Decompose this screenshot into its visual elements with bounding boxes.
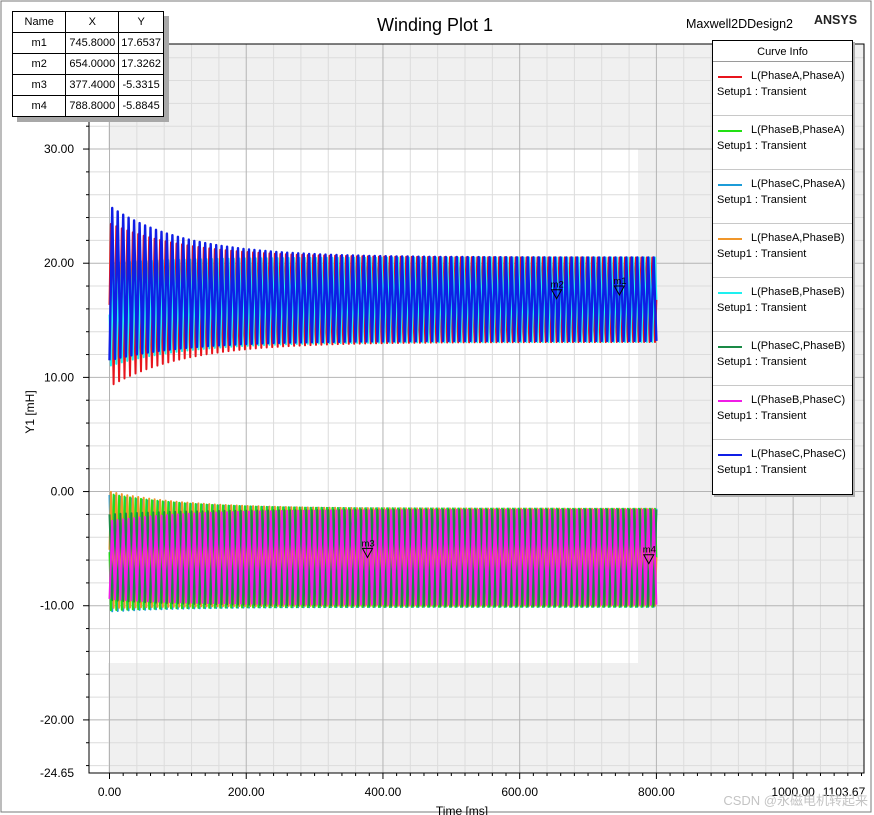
x-tick-label: 200.00 xyxy=(228,785,265,799)
y-tick-label: -10.00 xyxy=(40,599,74,613)
marker-row: m3 377.4000 -5.3315 xyxy=(11,74,164,96)
legend-setup-label: Setup1 : Transient xyxy=(717,302,807,314)
y-tick-label: 0.00 xyxy=(51,485,75,499)
series-line xyxy=(108,508,658,606)
legend-swatch xyxy=(718,346,742,348)
marker-label: m1 xyxy=(613,276,626,287)
marker-y-cell: -5.8845 xyxy=(118,95,164,117)
marker-m1[interactable]: m1 xyxy=(613,276,627,297)
marker-x-cell: 377.4000 xyxy=(65,74,120,96)
marker-m3[interactable]: m3 xyxy=(361,538,375,559)
y-tick-label: 30.00 xyxy=(44,142,74,156)
legend-series-name: L(PhaseA,PhaseB) xyxy=(751,232,845,244)
legend-series-name: L(PhaseB,PhaseB) xyxy=(751,286,845,298)
y-tick-label: 10.00 xyxy=(44,370,74,384)
marker-header-y: Y xyxy=(118,11,164,33)
legend-entry[interactable]: L(PhaseB,PhaseA) Setup1 : Transient xyxy=(713,116,852,170)
watermark: CSDN @永磁电机转起来 xyxy=(723,793,868,808)
marker-y-cell: -5.3315 xyxy=(118,74,164,96)
marker-label: m4 xyxy=(643,545,656,556)
legend-entry[interactable]: L(PhaseC,PhaseC) Setup1 : Transient xyxy=(713,440,852,493)
x-tick-label: 400.00 xyxy=(365,785,402,799)
legend-entry[interactable]: L(PhaseA,PhaseB) Setup1 : Transient xyxy=(713,224,852,278)
legend-swatch xyxy=(718,130,742,132)
legend-setup-label: Setup1 : Transient xyxy=(717,140,807,152)
marker-name-cell: m3 xyxy=(11,74,67,96)
marker-x-cell: 788.8000 xyxy=(65,95,120,117)
marker-layer: m1 m2 m3 m4 xyxy=(361,276,656,565)
y-axis-label: Y1 [mH] xyxy=(23,390,37,433)
y-tick-label: -20.00 xyxy=(40,713,74,727)
legend-series-name: L(PhaseA,PhaseA) xyxy=(751,70,845,82)
legend-swatch xyxy=(718,292,742,294)
tick-labels: 0.00 200.00 400.00 600.00 800.00 1000.00 1103.… xyxy=(40,142,866,799)
marker-m2[interactable]: m2 xyxy=(550,280,564,300)
marker-name-cell: m2 xyxy=(11,53,67,75)
legend-swatch xyxy=(718,454,742,456)
legend-entry[interactable]: L(PhaseB,PhaseC) Setup1 : Transient xyxy=(713,386,852,440)
legend-setup-label: Setup1 : Transient xyxy=(717,356,807,368)
series-layer xyxy=(108,206,658,613)
marker-row: m2 654.0000 17.3262 xyxy=(11,53,164,75)
marker-x-cell: 654.0000 xyxy=(65,53,120,75)
design-name: Maxwell2DDesign2 xyxy=(686,17,793,31)
legend-series-name: L(PhaseC,PhaseA) xyxy=(751,178,846,190)
marker-header-x: X xyxy=(65,11,120,33)
marker-row: m1 745.8000 17.6537 xyxy=(11,32,164,54)
marker-name-cell: m1 xyxy=(11,32,67,54)
legend-swatch xyxy=(718,76,742,78)
marker-label: m3 xyxy=(362,538,375,549)
y-tick-label: 20.00 xyxy=(44,256,74,270)
marker-row: m4 788.8000 -5.8845 xyxy=(11,95,164,117)
legend-swatch xyxy=(718,184,742,186)
series-line xyxy=(108,206,658,361)
marker-y-cell: 17.6537 xyxy=(118,32,164,54)
x-tick-label: 600.00 xyxy=(501,785,538,799)
marker-triangle-icon xyxy=(550,289,563,300)
marker-label: m2 xyxy=(551,280,564,291)
legend-setup-label: Setup1 : Transient xyxy=(717,194,807,206)
legend-series-name: L(PhaseB,PhaseC) xyxy=(751,394,846,406)
marker-y-cell: 17.3262 xyxy=(118,53,164,75)
legend-swatch xyxy=(718,238,742,240)
y-tick-label: -24.65 xyxy=(40,766,74,780)
marker-x-cell: 745.8000 xyxy=(65,32,120,54)
legend-swatch xyxy=(718,400,742,402)
marker-table: Name X Y m1 745.8000 17.6537 m2 654.0000… xyxy=(11,11,164,117)
marker-name-cell: m4 xyxy=(11,95,67,117)
marker-triangle-icon xyxy=(613,285,626,297)
marker-triangle-icon xyxy=(361,547,374,559)
legend-setup-label: Setup1 : Transient xyxy=(717,464,807,476)
legend-entry[interactable]: L(PhaseA,PhaseA) Setup1 : Transient xyxy=(713,62,852,116)
x-tick-label: 1103.67 xyxy=(823,785,866,799)
legend-series-name: L(PhaseC,PhaseC) xyxy=(751,448,846,460)
marker-m4[interactable]: m4 xyxy=(642,545,656,565)
legend: Curve Info L(PhaseA,PhaseA) Setup1 : Tra… xyxy=(712,40,853,495)
x-tick-label: 1000.00 xyxy=(771,785,815,799)
legend-setup-label: Setup1 : Transient xyxy=(717,410,807,422)
legend-entry[interactable]: L(PhaseB,PhaseB) Setup1 : Transient xyxy=(713,278,852,332)
legend-setup-label: Setup1 : Transient xyxy=(717,248,807,260)
legend-series-name: L(PhaseC,PhaseB) xyxy=(751,340,846,352)
marker-triangle-icon xyxy=(642,554,655,565)
legend-setup-label: Setup1 : Transient xyxy=(717,86,807,98)
chart-title: Winding Plot 1 xyxy=(377,15,493,35)
legend-entry[interactable]: L(PhaseC,PhaseB) Setup1 : Transient xyxy=(713,332,852,386)
brand-label: ANSYS xyxy=(814,13,857,27)
legend-series-name: L(PhaseB,PhaseA) xyxy=(751,124,845,136)
x-tick-label: 0.00 xyxy=(98,785,122,799)
marker-header-name: Name xyxy=(11,11,67,33)
legend-entry[interactable]: L(PhaseC,PhaseA) Setup1 : Transient xyxy=(713,170,852,224)
x-tick-label: 800.00 xyxy=(638,785,675,799)
x-axis-label: Time [ms] xyxy=(436,804,488,815)
legend-title: Curve Info xyxy=(713,41,852,62)
